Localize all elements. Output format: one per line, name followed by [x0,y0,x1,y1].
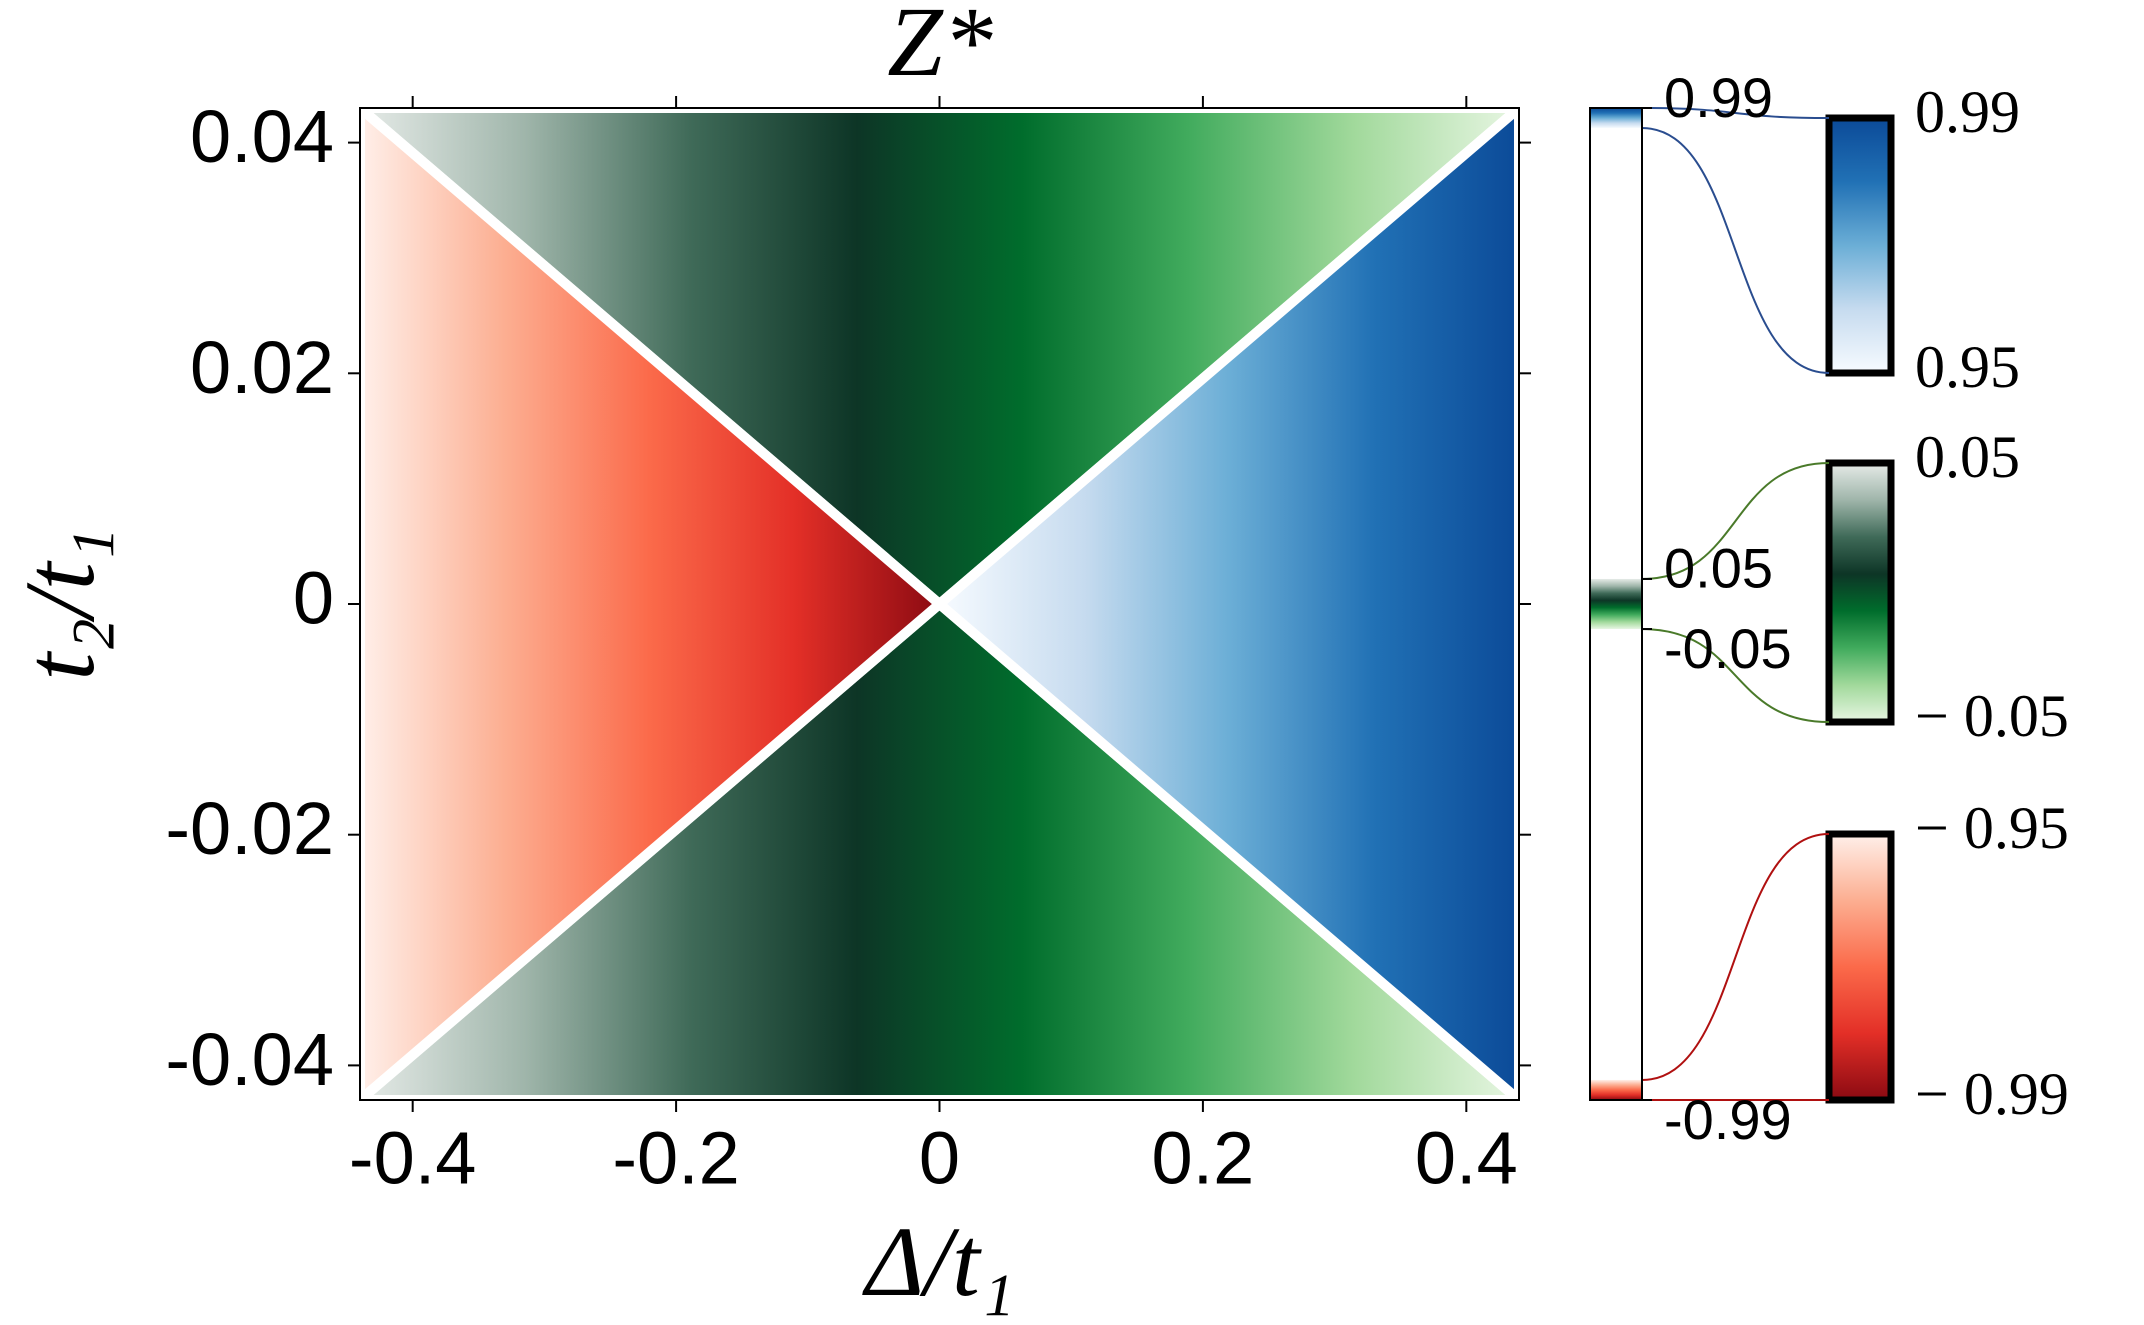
x-tick-label: -0.4 [349,1117,477,1200]
y-tick-label: -0.04 [165,1018,334,1101]
zoom-colorbar-tick-label: − 0.05 [1915,683,2069,749]
chart-title: Z* [887,0,993,97]
connector [1641,462,1830,580]
colorbar-tick-label: -0.99 [1664,1088,1792,1151]
colorbar-segment [1590,108,1642,129]
zoom-colorbar [1825,459,1895,726]
zoom-colorbar-tick-label: 0.05 [1915,424,2020,490]
connector [1641,127,1830,374]
colorbar-segment [1590,578,1642,630]
x-tick-label: 0.2 [1151,1117,1254,1200]
colorbar-frame [1589,107,1643,1101]
x-axis-label: Δ/t₁ [861,1206,1014,1317]
colorbar-tick-label: 0.99 [1664,66,1773,129]
zoom-colorbar-tick-label: − 0.95 [1915,795,2069,861]
x-tick-label: -0.2 [612,1117,740,1200]
y-tick-label: 0.02 [190,326,334,409]
zoom-colorbar [1825,114,1895,377]
x-tick-label: 0.4 [1415,1117,1518,1200]
zoom-colorbar-tick-label: 0.95 [1915,334,2020,400]
connector [1641,107,1830,119]
y-tick-label: -0.02 [165,787,334,870]
zoom-colorbar-tick-label: 0.99 [1915,79,2020,145]
connector [1641,628,1830,723]
colorbar-segment [1590,1079,1642,1100]
y-tick-label: 0 [293,557,334,640]
colorbar-tick-label: 0.05 [1664,537,1773,600]
colorbar-tick-label: -0.05 [1664,617,1792,680]
connector [1641,833,1830,1081]
zoom-colorbar [1825,830,1895,1104]
x-tick-label: 0 [919,1117,960,1200]
y-axis-label: t₂/t₁ [4,528,115,681]
y-tick-label: 0.04 [190,95,334,178]
zoom-colorbar-tick-label: − 0.99 [1915,1061,2069,1127]
